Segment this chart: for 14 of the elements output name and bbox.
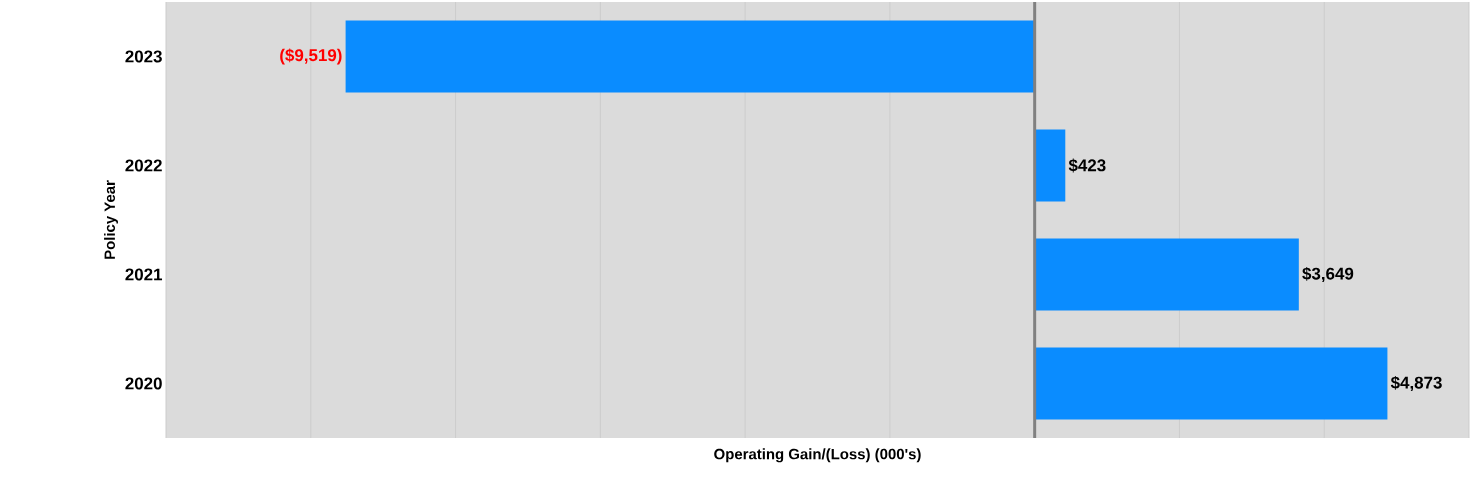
y-axis-title: Policy Year <box>104 180 118 259</box>
data-label: $423 <box>1068 158 1106 173</box>
bar <box>1034 238 1299 311</box>
x-axis-title: Operating Gain/(Loss) (000's) <box>714 448 921 463</box>
bar <box>345 20 1035 93</box>
y-tick-label: 2022 <box>125 159 162 172</box>
data-label: $4,873 <box>1390 375 1442 392</box>
bar <box>1034 347 1388 420</box>
y-tick-label: 2023 <box>125 50 162 63</box>
y-tick-label: 2021 <box>125 268 163 281</box>
bar <box>1034 129 1066 202</box>
data-label: ($9,519) <box>280 48 342 65</box>
y-tick-label: 2020 <box>125 377 162 390</box>
data-label: $3,649 <box>1302 266 1354 283</box>
